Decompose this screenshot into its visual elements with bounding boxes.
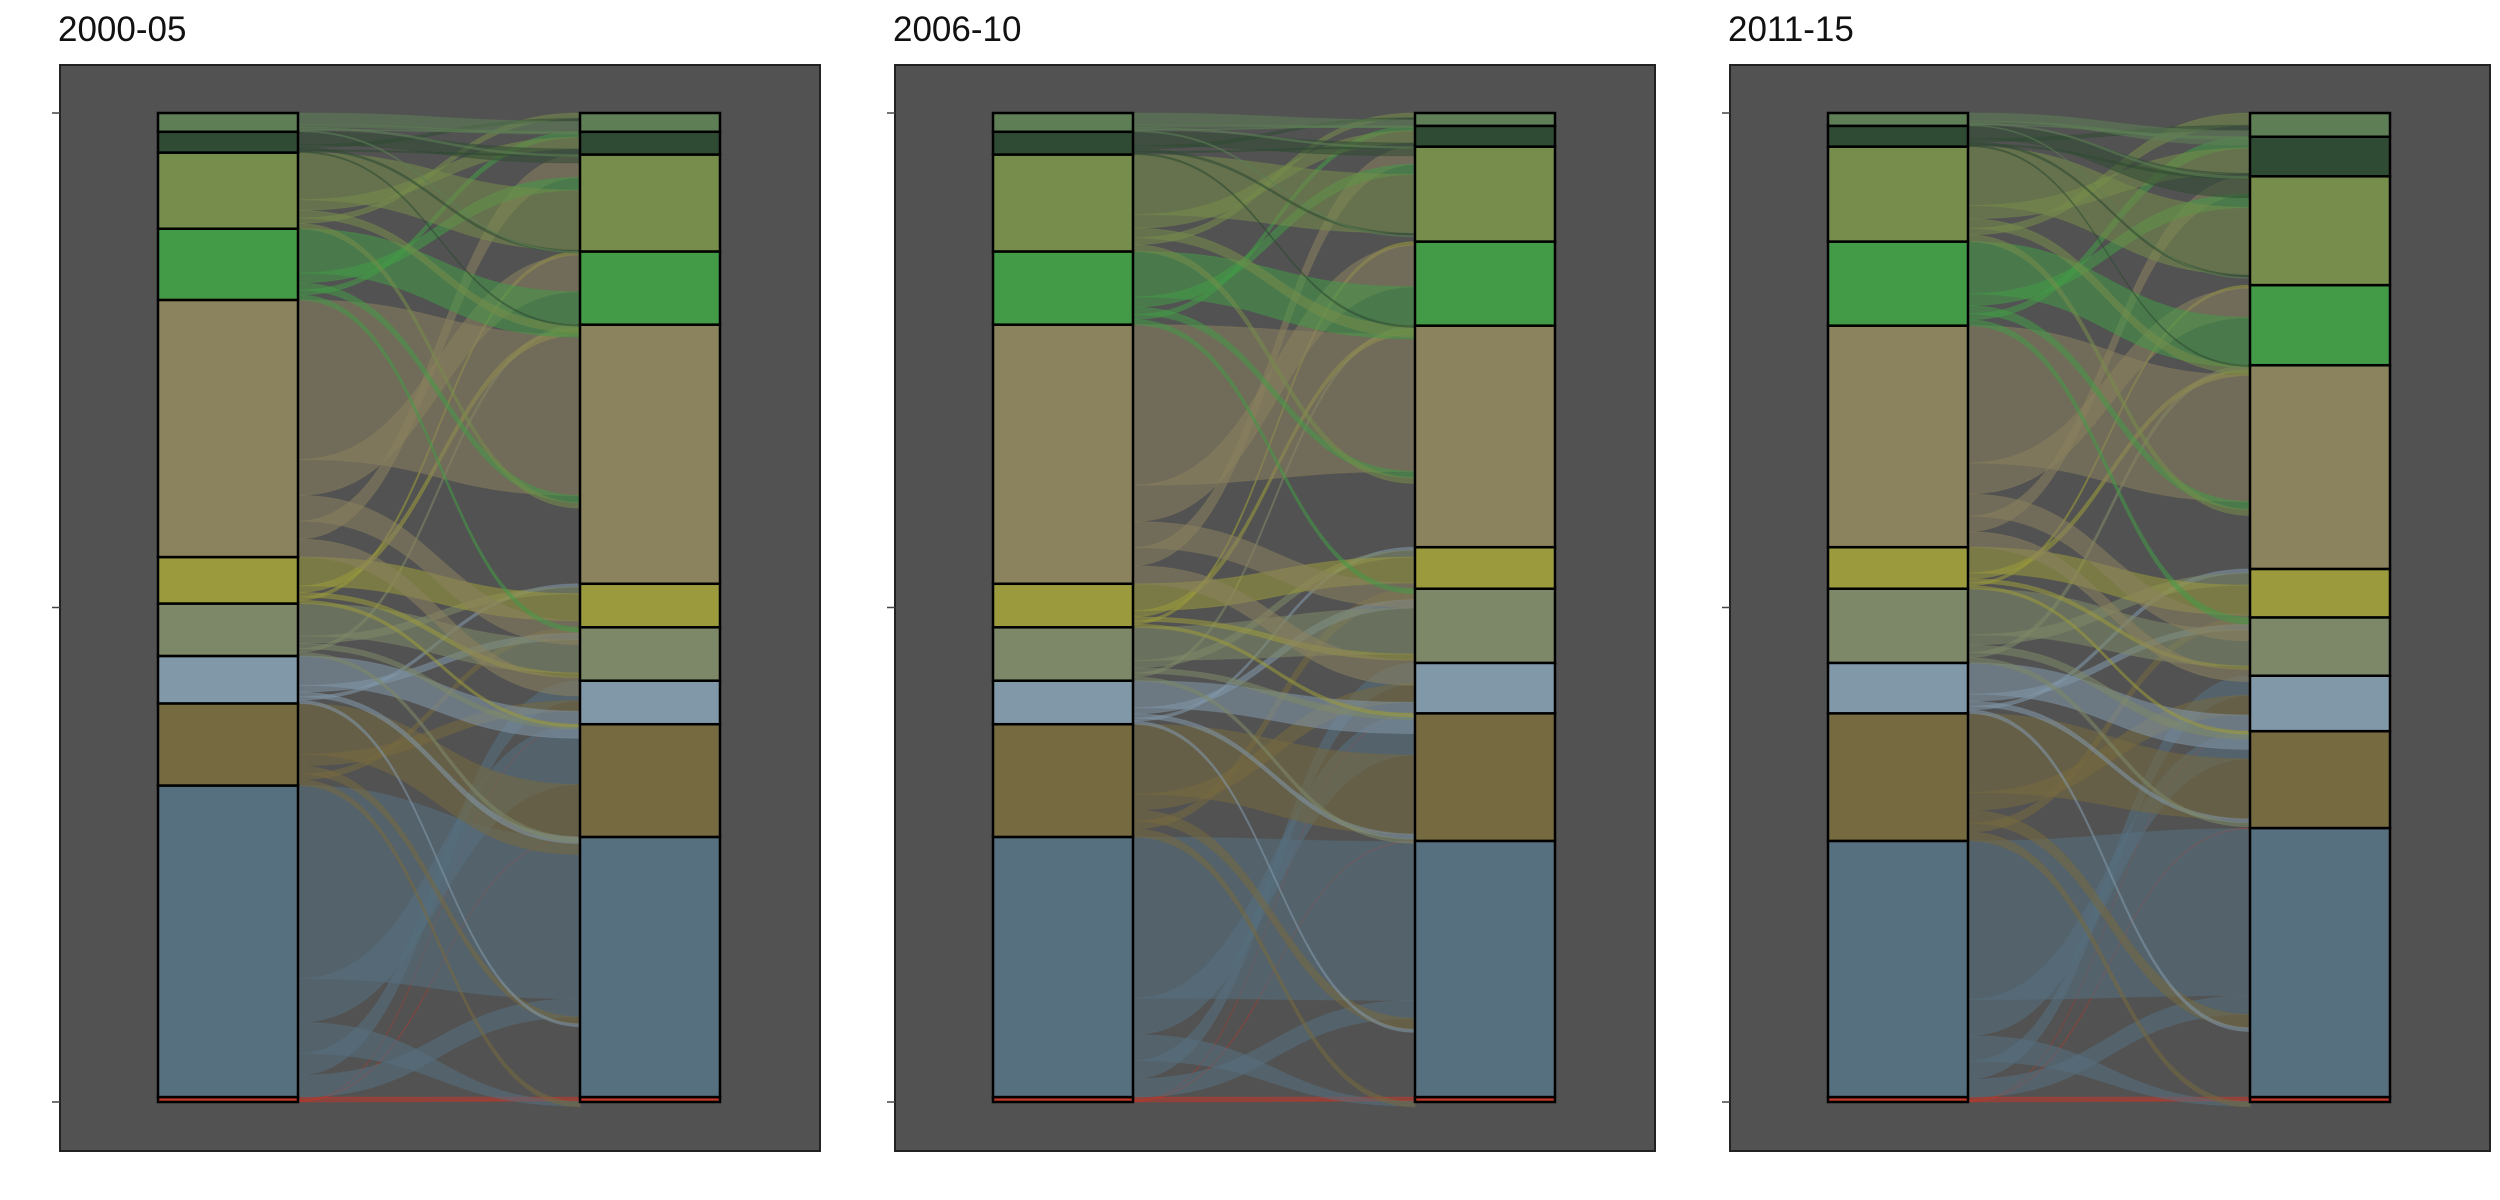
stratum-right	[578, 323, 722, 586]
strata	[1826, 111, 2392, 1104]
stratum-right	[578, 835, 722, 1099]
stratum-left	[1826, 545, 1970, 590]
stratum-left	[1826, 839, 1970, 1099]
stratum-right	[2248, 729, 2392, 830]
flow	[1132, 828, 1416, 1108]
stratum-right	[2248, 826, 2392, 1099]
stratum-left	[991, 130, 1135, 156]
alluvial-chart-2	[887, 64, 1656, 1152]
alluvial-panel-3: 2011-15	[1700, 0, 2500, 1160]
stratum-left	[1826, 240, 1970, 327]
stratum-left	[991, 323, 1135, 586]
stratum-left	[991, 582, 1135, 629]
stratum-left	[156, 111, 300, 134]
stratum-left	[156, 130, 300, 154]
stratum-left	[991, 679, 1135, 726]
stratum-right	[1413, 839, 1557, 1099]
stratum-left	[1826, 145, 1970, 243]
stratum-left	[991, 722, 1135, 839]
stratum-left	[991, 153, 1135, 253]
stratum-right	[578, 111, 722, 134]
stratum-right	[1413, 545, 1557, 590]
stratum-left	[1826, 324, 1970, 549]
stratum-right	[578, 722, 722, 839]
flow	[1967, 831, 2251, 1108]
strata	[156, 111, 722, 1104]
flows	[297, 112, 581, 1108]
alluvial-panel-1: 2000-05	[30, 0, 830, 1160]
stratum-right	[578, 582, 722, 629]
stratum-right	[2248, 363, 2392, 571]
stratum-left	[991, 250, 1135, 326]
stratum-left	[156, 227, 300, 302]
flows	[1132, 112, 1416, 1108]
stratum-left	[991, 835, 1135, 1099]
stratum-left	[156, 555, 300, 605]
stratum-left	[1826, 111, 1970, 128]
panel-title-1: 2000-05	[58, 10, 187, 49]
panel-title-2: 2006-10	[893, 10, 1022, 49]
strata	[991, 111, 1557, 1104]
stratum-right	[578, 153, 722, 253]
stratum-left	[1826, 124, 1970, 148]
stratum-right	[2248, 674, 2392, 733]
stratum-left	[991, 626, 1135, 682]
stratum-left	[156, 702, 300, 787]
stratum-right	[1413, 240, 1557, 327]
stratum-right	[2248, 135, 2392, 178]
stratum-right	[2248, 283, 2392, 367]
stratum-left	[156, 151, 300, 230]
stratum-left	[991, 111, 1135, 134]
stratum-right	[1413, 145, 1557, 243]
stratum-right	[1413, 324, 1557, 549]
stratum-right	[578, 130, 722, 156]
stratum-right	[1413, 712, 1557, 843]
flows	[1967, 112, 2251, 1108]
panel-title-3: 2011-15	[1728, 10, 1854, 49]
stratum-right	[578, 679, 722, 726]
stratum-right	[578, 626, 722, 682]
stratum-right	[2248, 616, 2392, 677]
stratum-right	[1413, 587, 1557, 665]
flow	[297, 779, 581, 1108]
stratum-right	[1413, 661, 1557, 715]
alluvial-chart-1	[52, 64, 821, 1152]
stratum-right	[2248, 175, 2392, 287]
stratum-right	[1413, 124, 1557, 148]
stratum-left	[1826, 587, 1970, 665]
stratum-right	[2248, 567, 2392, 619]
stratum-left	[1826, 712, 1970, 843]
alluvial-chart-3	[1722, 64, 2491, 1152]
stratum-right	[1413, 111, 1557, 128]
stratum-right	[2248, 111, 2392, 138]
stratum-left	[156, 784, 300, 1099]
alluvial-panel-2: 2006-10	[865, 0, 1665, 1160]
stratum-left	[156, 654, 300, 705]
stratum-left	[156, 602, 300, 658]
stratum-left	[156, 298, 300, 559]
stratum-left	[1826, 661, 1970, 715]
stratum-right	[578, 250, 722, 326]
